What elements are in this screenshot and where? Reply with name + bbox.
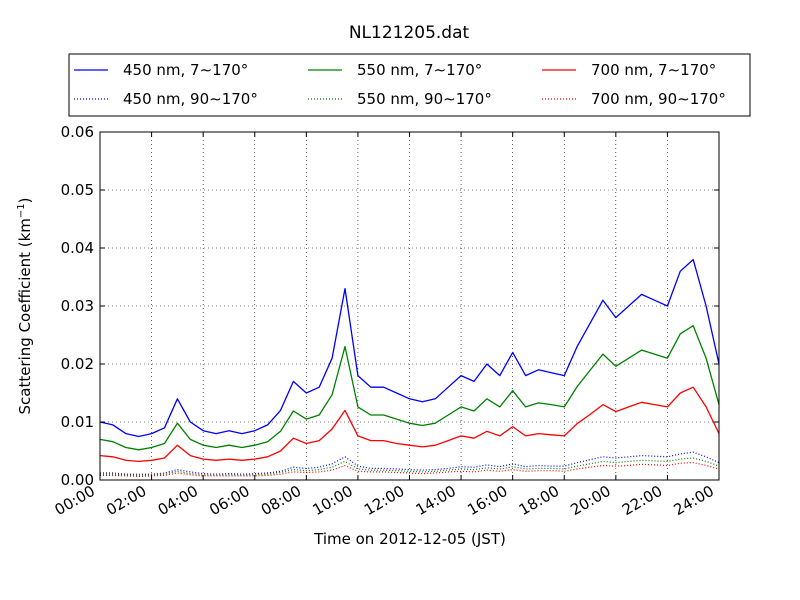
plot-area: [99, 131, 720, 481]
x-tick-label: 22:00: [619, 482, 665, 519]
legend-label: 450 nm, 7∼170°: [123, 61, 248, 79]
x-tick-label: 12:00: [361, 482, 407, 519]
x-tick-label: 06:00: [206, 482, 252, 519]
x-tick-label: 16:00: [464, 482, 510, 519]
axis-ticks: [99, 131, 720, 481]
series-line: [99, 325, 720, 451]
plot-background: [100, 132, 719, 480]
x-tick-labels: 00:00 02:00 04:00 06:00 08:00 10:00 12:00 14:00…: [52, 482, 717, 519]
series-line: [100, 451, 720, 475]
y-tick-label: 0.05: [61, 181, 94, 199]
y-tick-label: 0.06: [61, 123, 94, 141]
y-axis-label-main: Scattering Coefficient (km: [16, 218, 34, 414]
y-tick-label: 0.02: [61, 355, 94, 373]
x-tick-label: 14:00: [413, 482, 459, 519]
legend-label: 450 nm, 90∼170°: [123, 90, 258, 108]
series-group: [99, 258, 720, 478]
chart-title: NL121205.dat: [349, 23, 470, 43]
y-tick-label: 0.00: [61, 471, 94, 489]
x-tick-label: 10:00: [309, 482, 355, 519]
series-line: [99, 386, 720, 463]
y-tick-label: 0.04: [61, 239, 94, 257]
y-axis-label: Scattering Coefficient (km−1): [16, 197, 34, 414]
series-line: [99, 258, 720, 438]
series-line: [100, 457, 720, 476]
x-tick-label: 02:00: [103, 482, 149, 519]
x-tick-label: 04:00: [155, 482, 201, 519]
y-tick-label: 0.01: [61, 413, 94, 431]
legend-label: 550 nm, 90∼170°: [357, 90, 492, 108]
legend-label: 550 nm, 7∼170°: [357, 61, 482, 79]
x-tick-label: 24:00: [671, 482, 717, 519]
y-tick-labels: 0.00 0.01 0.02 0.03 0.04 0.05 0.06: [61, 123, 94, 489]
legend-label: 700 nm, 90∼170°: [591, 90, 726, 108]
y-axis-label-close: ): [16, 197, 34, 203]
legend-frame: [68, 53, 751, 117]
legend: 450 nm, 7∼170° 550 nm, 7∼170° 700 nm, 7∼17…: [68, 53, 751, 117]
legend-label: 700 nm, 7∼170°: [591, 61, 716, 79]
x-tick-label: 20:00: [567, 482, 613, 519]
x-tick-label: 08:00: [258, 482, 304, 519]
x-tick-label: 18:00: [516, 482, 562, 519]
y-axis-label-superscript: −1: [16, 203, 27, 218]
x-axis-label: Time on 2012-12-05 (JST): [313, 530, 506, 548]
series-line: [100, 462, 720, 478]
y-tick-label: 0.03: [61, 297, 94, 315]
